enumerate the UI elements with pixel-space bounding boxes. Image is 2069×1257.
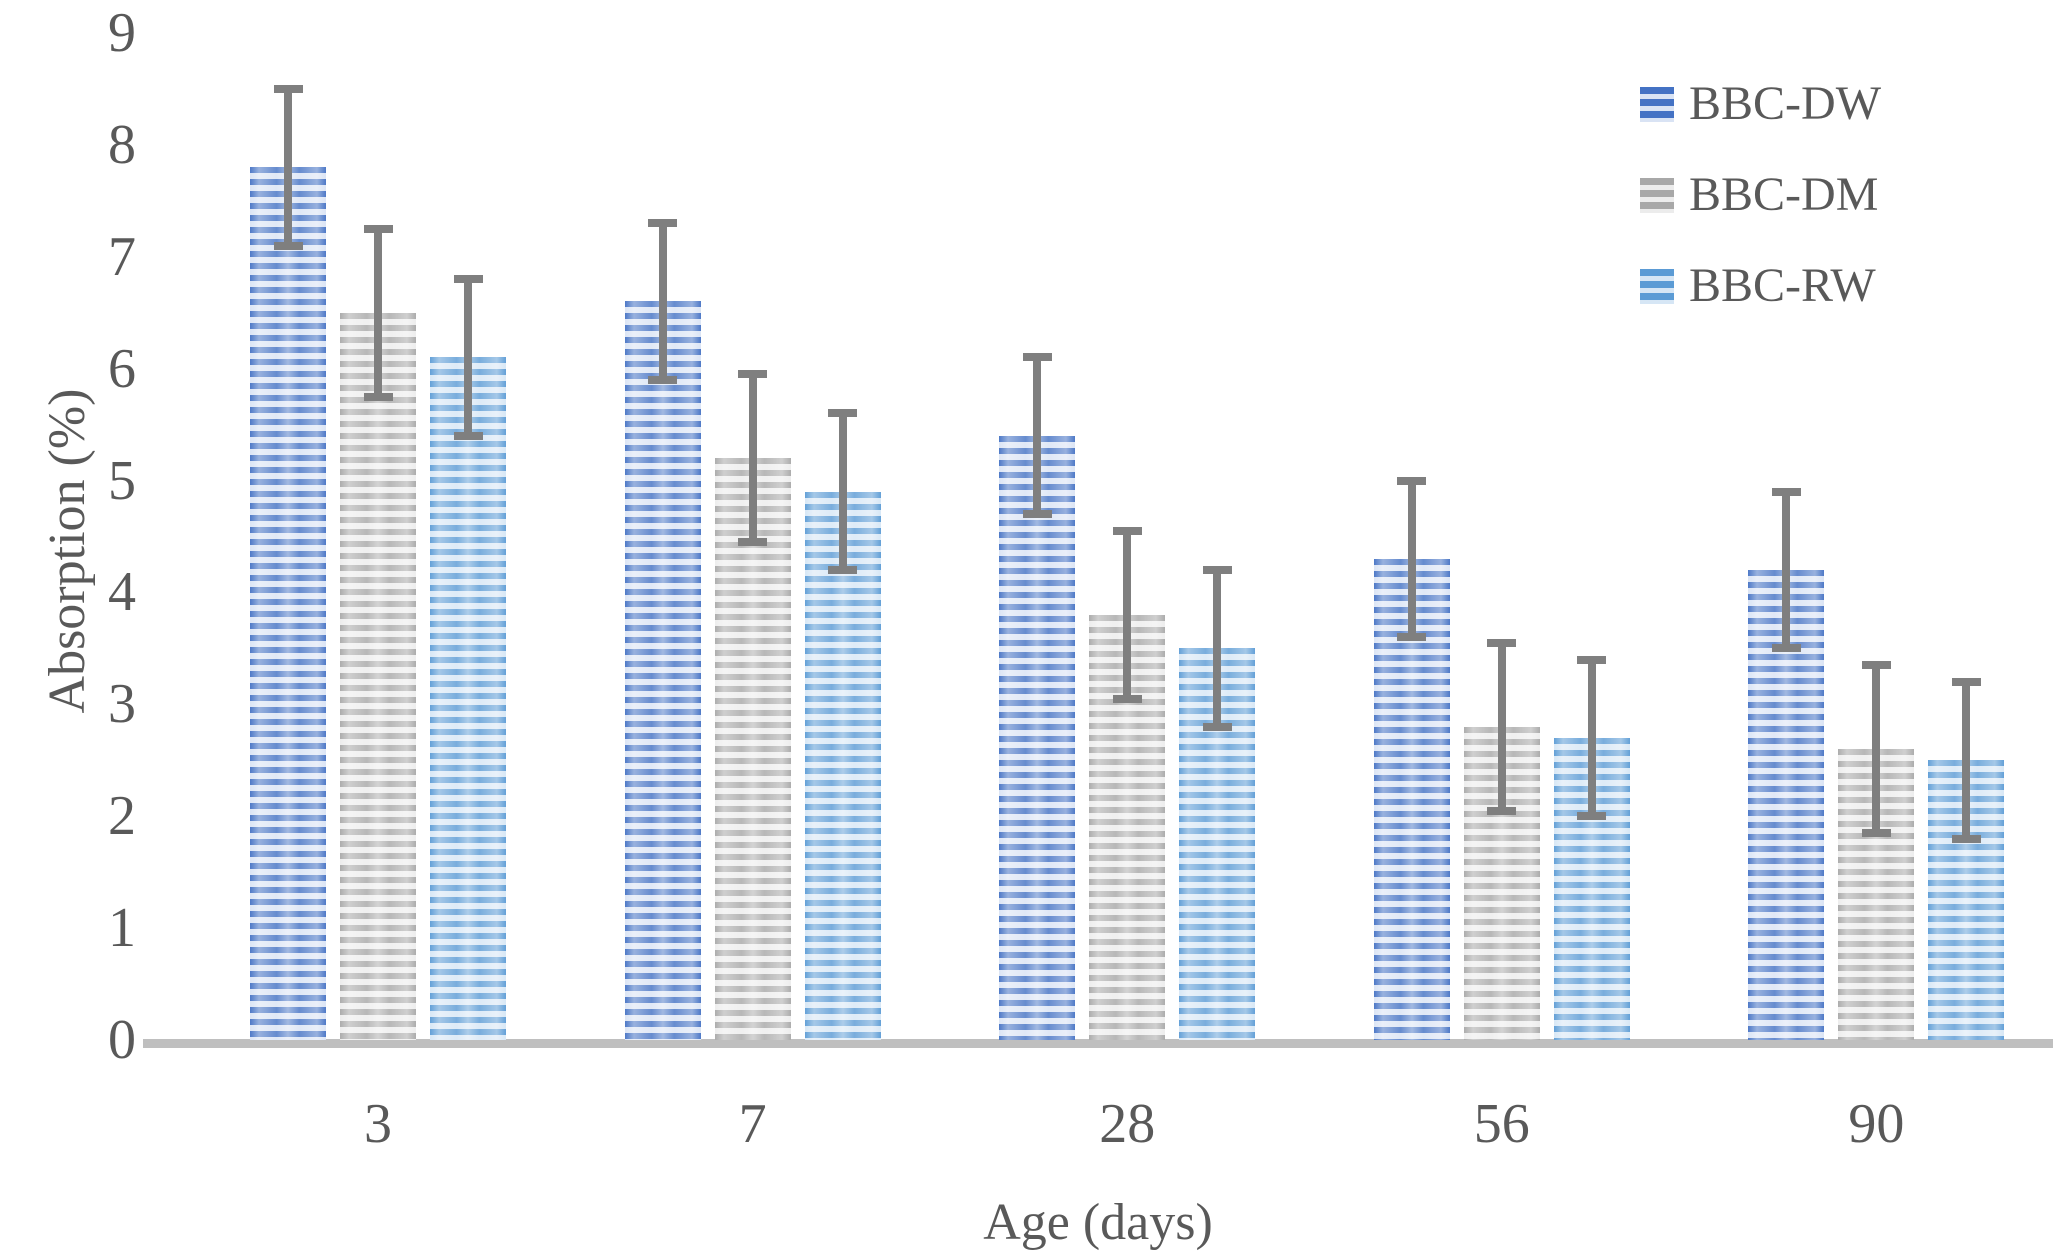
- y-tick-label-1: 1: [108, 897, 136, 960]
- error-bar-cap-bottom-bbc-dw-age-56: [1397, 633, 1427, 642]
- error-bar-cap-bottom-bbc-rw-age-7: [828, 566, 858, 575]
- error-bar-cap-top-bbc-dm-age-90: [1861, 661, 1891, 670]
- error-bar-bbc-dm-age-7: [748, 374, 757, 543]
- error-bar-bbc-dw-age-28: [1033, 357, 1042, 515]
- y-tick-label-2: 2: [108, 785, 136, 848]
- error-bar-cap-top-bbc-rw-age-90: [1951, 677, 1981, 686]
- x-axis-title: Age (days): [983, 1194, 1213, 1251]
- error-bar-bbc-dm-age-56: [1497, 642, 1506, 811]
- error-bar-cap-bottom-bbc-dw-age-28: [1022, 510, 1052, 519]
- x-tick-label-7: 7: [738, 1093, 767, 1155]
- legend-item-bbc-dm: BBC-DM: [1640, 169, 1878, 221]
- legend-swatch-bbc-rw: [1640, 268, 1674, 304]
- error-bar-cap-top-bbc-dw-age-7: [648, 219, 678, 228]
- bar-bbc-dw-age-3: [250, 167, 326, 1040]
- legend-label-bbc-dm: BBC-DM: [1689, 168, 1879, 221]
- bar-bbc-dm-age-3: [340, 312, 416, 1040]
- error-bar-cap-top-bbc-dw-age-90: [1771, 487, 1801, 496]
- error-bar-cap-top-bbc-rw-age-3: [453, 275, 483, 284]
- legend-item-bbc-rw: BBC-RW: [1640, 260, 1876, 312]
- y-tick-label-0: 0: [108, 1009, 136, 1071]
- error-bar-cap-top-bbc-dm-age-3: [363, 224, 393, 233]
- error-bar-bbc-rw-age-56: [1587, 659, 1596, 817]
- error-bar-cap-top-bbc-dw-age-28: [1022, 353, 1052, 362]
- error-bar-bbc-dm-age-28: [1123, 530, 1132, 699]
- error-bar-cap-top-bbc-rw-age-56: [1577, 655, 1607, 664]
- error-bar-cap-bottom-bbc-rw-age-3: [453, 431, 483, 440]
- error-bar-cap-bottom-bbc-dm-age-90: [1861, 828, 1891, 837]
- y-tick-label-5: 5: [108, 449, 136, 512]
- legend-label-bbc-dw: BBC-DW: [1689, 77, 1881, 130]
- error-bar-cap-top-bbc-rw-age-7: [828, 409, 858, 418]
- error-bar-bbc-rw-age-28: [1213, 570, 1222, 727]
- error-bar-cap-bottom-bbc-dw-age-7: [648, 375, 678, 384]
- error-bar-bbc-rw-age-3: [464, 279, 472, 436]
- error-bar-cap-top-bbc-dw-age-3: [273, 84, 303, 93]
- legend-item-bbc-dw: BBC-DW: [1640, 78, 1881, 130]
- error-bar-cap-bottom-bbc-dm-age-3: [363, 392, 393, 401]
- legend-swatch-bbc-dw: [1640, 86, 1674, 122]
- error-bar-cap-bottom-bbc-dm-age-7: [738, 538, 768, 547]
- bar-bbc-dw-age-7: [624, 301, 701, 1040]
- x-tick-label-56: 56: [1473, 1093, 1530, 1155]
- error-bar-cap-top-bbc-dw-age-56: [1397, 476, 1427, 485]
- legend-swatch-bbc-dm: [1640, 177, 1674, 213]
- error-bar-bbc-dw-age-3: [284, 88, 292, 246]
- error-bar-bbc-dm-age-90: [1872, 665, 1881, 833]
- error-bar-bbc-dw-age-90: [1782, 491, 1791, 649]
- error-bar-cap-bottom-bbc-rw-age-56: [1577, 812, 1607, 821]
- y-tick-label-9: 9: [108, 1, 136, 64]
- y-tick-label-3: 3: [108, 673, 136, 736]
- y-tick-label-4: 4: [108, 561, 136, 624]
- y-tick-label-8: 8: [108, 113, 136, 176]
- legend-label-bbc-rw: BBC-RW: [1689, 259, 1876, 312]
- error-bar-cap-bottom-bbc-rw-age-90: [1951, 834, 1981, 843]
- error-bar-cap-bottom-bbc-dm-age-56: [1487, 806, 1517, 815]
- bar-bbc-dw-age-28: [999, 435, 1076, 1040]
- bar-bbc-dm-age-7: [714, 458, 791, 1040]
- y-tick-label-7: 7: [108, 225, 136, 288]
- error-bar-cap-bottom-bbc-dm-age-28: [1112, 694, 1142, 703]
- error-bar-cap-bottom-bbc-rw-age-28: [1202, 722, 1232, 731]
- x-tick-label-3: 3: [364, 1093, 392, 1155]
- error-bar-cap-top-bbc-rw-age-28: [1202, 566, 1232, 575]
- error-bar-bbc-dw-age-56: [1407, 480, 1416, 638]
- bar-bbc-rw-age-7: [804, 491, 881, 1040]
- x-tick-label-90: 90: [1848, 1093, 1905, 1155]
- error-bar-cap-top-bbc-dm-age-28: [1112, 526, 1142, 535]
- error-bar-cap-top-bbc-dm-age-7: [738, 370, 768, 379]
- error-bar-bbc-rw-age-7: [838, 413, 847, 571]
- error-bar-bbc-rw-age-90: [1962, 681, 1971, 839]
- x-tick-label-28: 28: [1099, 1093, 1156, 1155]
- bar-bbc-rw-age-3: [430, 357, 506, 1040]
- y-tick-label-6: 6: [108, 337, 136, 400]
- x-axis-line: [143, 1039, 2053, 1048]
- error-bar-bbc-dw-age-7: [658, 223, 667, 380]
- error-bar-bbc-dm-age-3: [374, 228, 382, 397]
- error-bar-cap-bottom-bbc-dw-age-3: [273, 241, 303, 250]
- error-bar-cap-bottom-bbc-dw-age-90: [1771, 644, 1801, 653]
- error-bar-cap-top-bbc-dm-age-56: [1487, 638, 1517, 647]
